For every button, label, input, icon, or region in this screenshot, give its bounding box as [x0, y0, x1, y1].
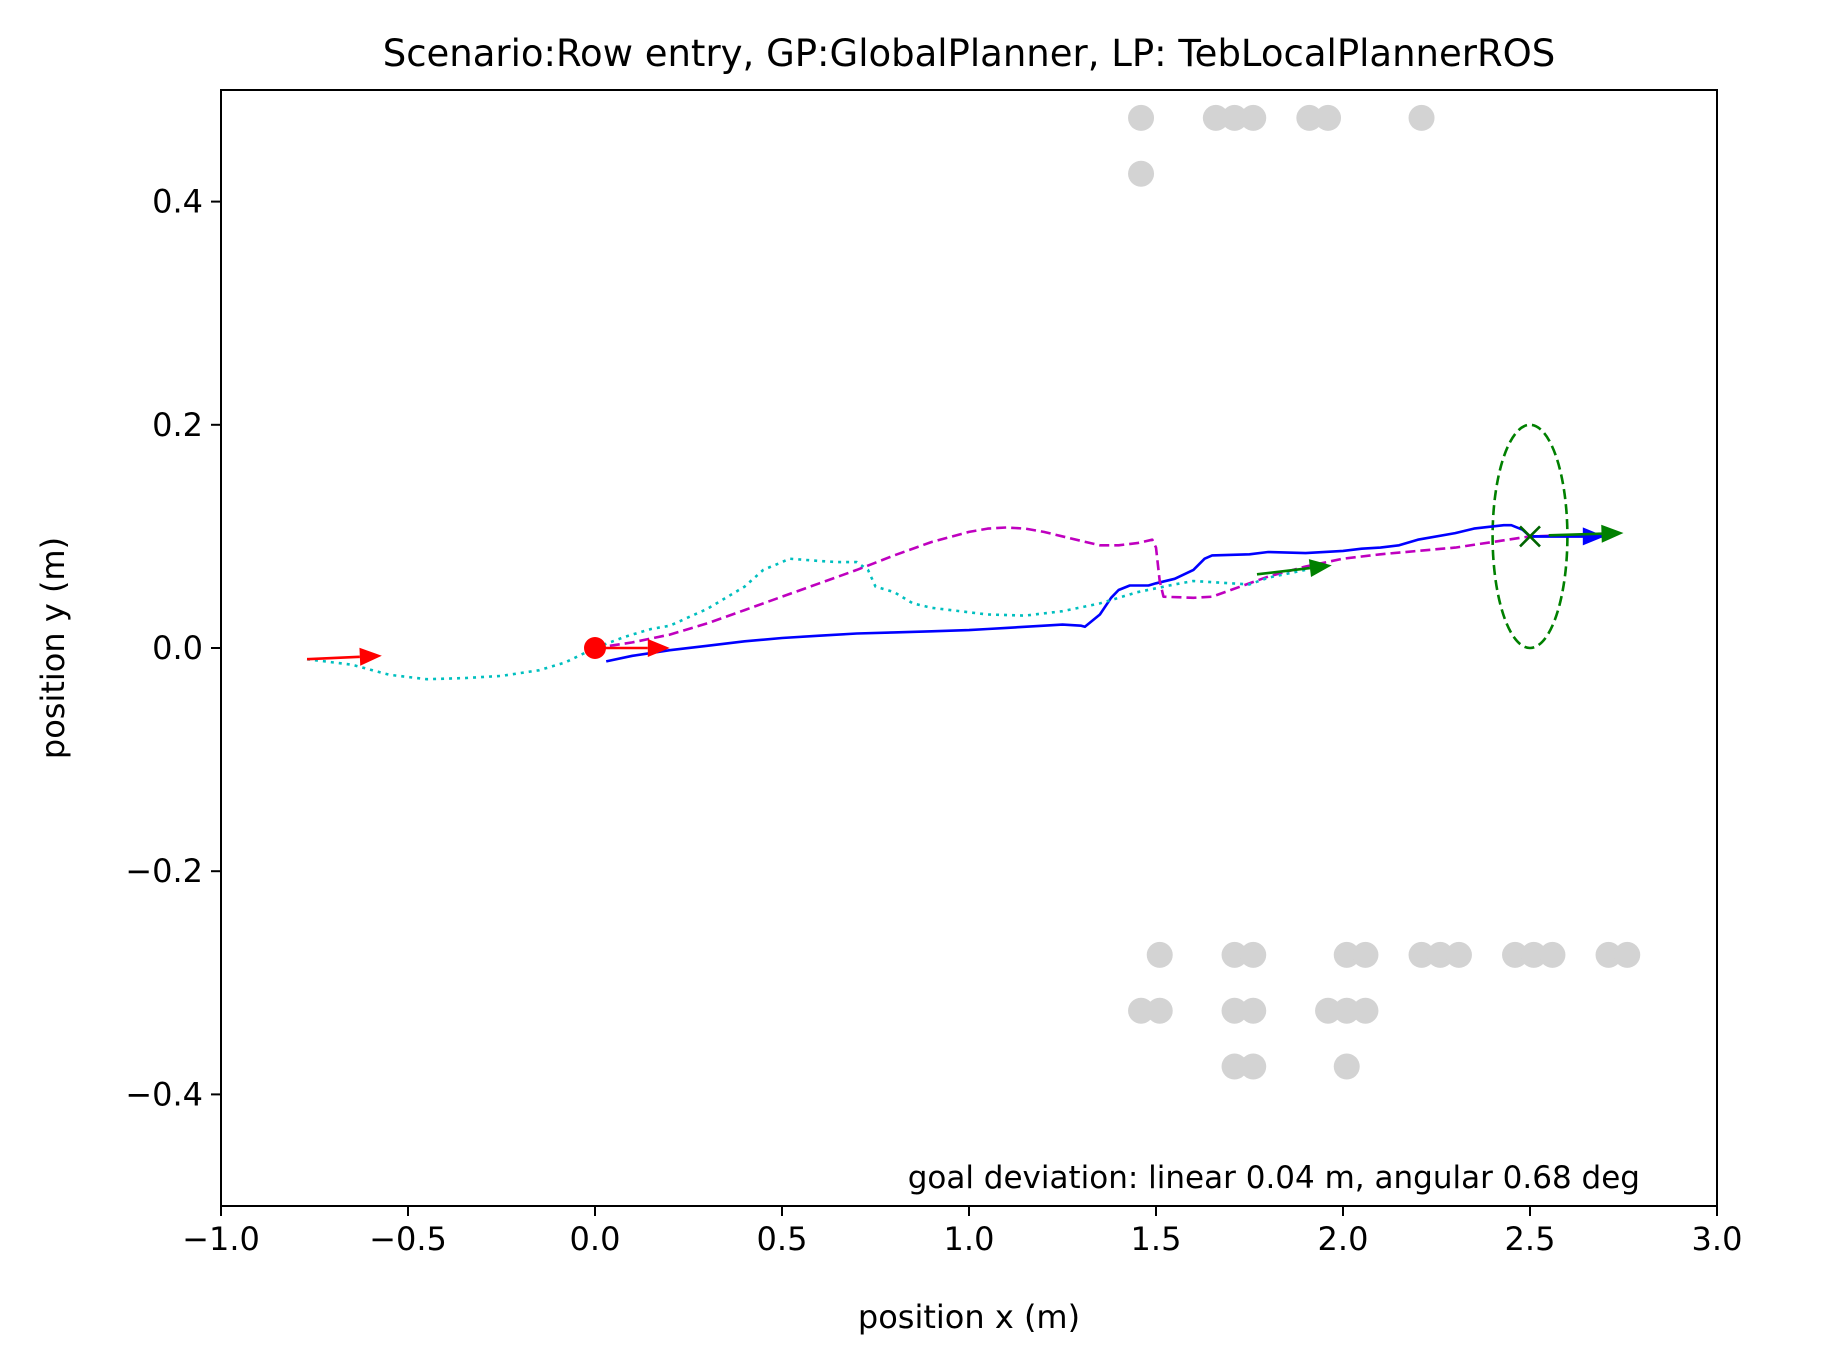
- pose-markers: [584, 525, 1541, 659]
- arrow-head: [1601, 524, 1624, 543]
- heading-arrows: [306, 524, 1624, 666]
- arrow-head: [1308, 559, 1332, 577]
- series-line-dashed: [594, 526, 1568, 650]
- obstacle-point: [1146, 941, 1173, 968]
- obstacle-point: [1352, 997, 1379, 1024]
- obstacle-point: [1333, 1053, 1360, 1080]
- x-axis-ticks: −1.0 −0.5 0.0 0.5 1.0 1.5 2.0 2.5 3.0: [182, 1206, 1742, 1258]
- obstacle-point: [1221, 997, 1248, 1024]
- obstacle-point: [1240, 104, 1267, 131]
- goal-deviation-annotation: goal deviation: linear 0.04 m, angular 0…: [908, 1160, 1640, 1196]
- obstacle-point: [1296, 104, 1323, 131]
- heading-arrow: [306, 647, 382, 666]
- y-axis-ticks: 0.4 0.2 0.0 −0.2 −0.4: [125, 183, 221, 1113]
- series-line-dotted: [306, 557, 1306, 681]
- obstacle-point: [1520, 941, 1547, 968]
- y-axis-label: position y (m): [34, 537, 72, 759]
- obstacle-point: [1352, 941, 1379, 968]
- obstacle-point: [1595, 941, 1622, 968]
- obstacle-point: [1445, 941, 1472, 968]
- obstacle-point: [1333, 997, 1360, 1024]
- obstacle-point: [1146, 997, 1173, 1024]
- heading-arrow: [1548, 524, 1624, 543]
- obstacle-point: [1221, 941, 1248, 968]
- obstacle-point: [1240, 1053, 1267, 1080]
- heading-arrow: [1256, 559, 1332, 577]
- arrow-head: [1582, 527, 1605, 546]
- x-axis-label: position x (m): [858, 1298, 1080, 1336]
- obstacle-point: [1539, 941, 1566, 968]
- x-tick-label: −1.0: [182, 1220, 260, 1258]
- obstacle-point: [1315, 997, 1342, 1024]
- y-tick-label: 0.0: [152, 629, 203, 667]
- x-tick-label: 1.0: [944, 1220, 995, 1258]
- obstacle-point: [1333, 941, 1360, 968]
- obstacle-point: [1408, 941, 1435, 968]
- arrow-shaft: [1256, 566, 1311, 576]
- obstacle-point: [1202, 104, 1229, 131]
- obstacle-point: [1427, 941, 1454, 968]
- start-marker: [584, 637, 606, 659]
- y-tick-label: −0.4: [125, 1075, 203, 1113]
- x-tick-label: 0.5: [757, 1220, 808, 1258]
- arrow-head: [359, 647, 382, 666]
- x-tick-label: 3.0: [1692, 1220, 1743, 1258]
- obstacle-point: [1614, 941, 1641, 968]
- obstacle-point: [1240, 941, 1267, 968]
- arrow-shaft: [1548, 532, 1602, 537]
- series-line-solid: [605, 523, 1605, 663]
- plot-frame: [220, 89, 1718, 1207]
- obstacle-points: [1128, 104, 1641, 1080]
- obstacle-point: [1408, 104, 1435, 131]
- x-tick-label: 1.5: [1131, 1220, 1182, 1258]
- obstacle-point: [1315, 104, 1342, 131]
- y-tick-label: 0.4: [152, 183, 203, 221]
- obstacle-point: [1128, 997, 1155, 1024]
- path-series: [306, 523, 1605, 681]
- obstacle-point: [1128, 104, 1155, 131]
- x-tick-label: 2.0: [1318, 1220, 1369, 1258]
- x-tick-label: −0.5: [369, 1220, 447, 1258]
- heading-arrow: [1530, 527, 1605, 546]
- obstacle-point: [1221, 104, 1248, 131]
- obstacle-point: [1502, 941, 1529, 968]
- arrow-shaft: [306, 655, 360, 661]
- chart-title: Scenario:Row entry, GP:GlobalPlanner, LP…: [383, 32, 1556, 75]
- obstacle-point: [1240, 997, 1267, 1024]
- arrow-head: [647, 639, 670, 657]
- y-tick-label: 0.2: [152, 406, 203, 444]
- x-tick-label: 2.5: [1505, 1220, 1556, 1258]
- goal-marker: [1519, 525, 1541, 548]
- y-tick-label: −0.2: [125, 852, 203, 890]
- x-tick-label: 0.0: [570, 1220, 621, 1258]
- obstacle-point: [1221, 1053, 1248, 1080]
- obstacle-point: [1128, 160, 1155, 187]
